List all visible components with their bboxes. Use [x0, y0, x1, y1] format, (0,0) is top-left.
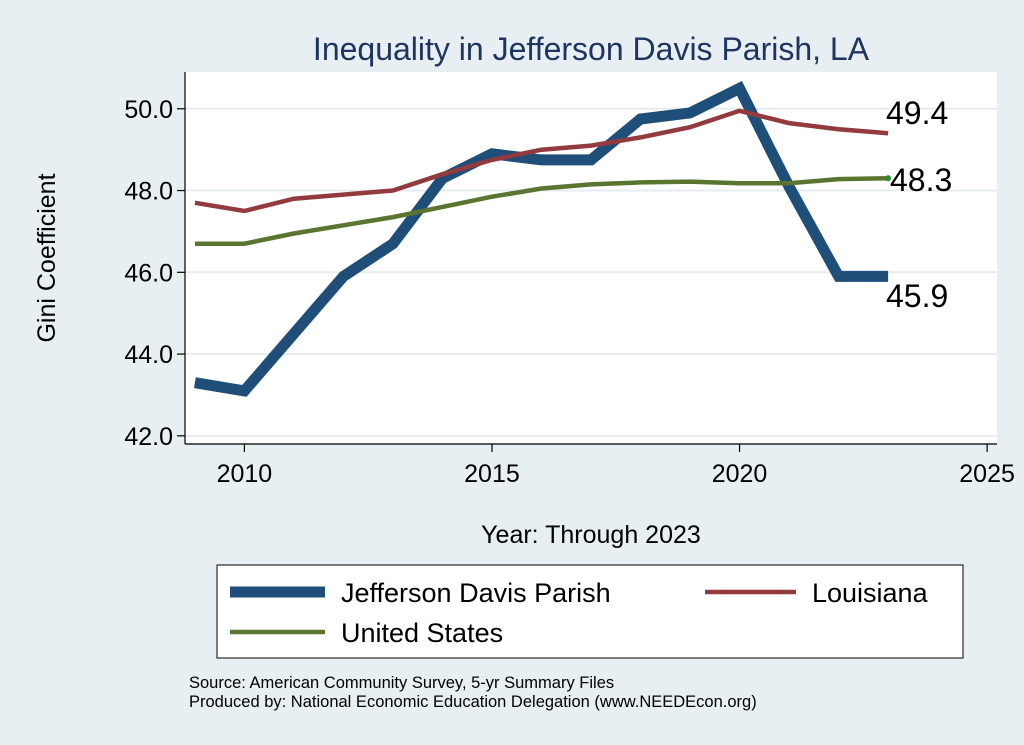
y-tick-label: 48.0: [124, 178, 173, 206]
series-endpoint-marker: [885, 175, 892, 182]
end-label: 49.4: [886, 95, 948, 131]
legend-box: [216, 564, 964, 659]
x-tick-label: 2025: [959, 460, 1015, 488]
source-line-1: Source: American Community Survey, 5-yr …: [189, 674, 614, 692]
x-tick-label: 2020: [712, 460, 768, 488]
y-tick-label: 46.0: [124, 259, 173, 287]
chart-title: Inequality in Jefferson Davis Parish, LA: [313, 31, 870, 67]
x-tick-label: 2015: [464, 460, 520, 488]
source-line-2: Produced by: National Economic Education…: [189, 693, 757, 711]
series-line-jefferson-davis-parish: [194, 81, 889, 397]
series-layer: [194, 81, 892, 397]
end-label: 48.3: [890, 162, 952, 198]
plot-area: [185, 72, 997, 443]
legend-label: Louisiana: [812, 578, 929, 608]
x-tick-label: 2010: [217, 460, 273, 488]
end-labels: 45.9 49.4 48.3: [886, 95, 952, 314]
y-tick-label: 50.0: [124, 96, 173, 124]
series-line-louisiana: [194, 108, 889, 214]
x-axis-ticks: 2010 2015 2020 2025: [217, 444, 1015, 488]
legend-label: Jefferson Davis Parish: [341, 578, 611, 608]
legend: Jefferson Davis Parish Louisiana United St…: [230, 578, 929, 648]
legend-label: United States: [341, 618, 503, 648]
y-axis-ticks: 42.0 44.0 46.0 48.0 50.0: [124, 96, 185, 451]
end-label: 45.9: [886, 278, 948, 314]
x-axis-title: Year: Through 2023: [481, 521, 701, 549]
y-tick-label: 44.0: [124, 341, 173, 369]
series-line-united-states: [194, 176, 889, 246]
y-axis-title: Gini Coefficient: [33, 173, 61, 342]
y-tick-label: 42.0: [124, 423, 173, 451]
